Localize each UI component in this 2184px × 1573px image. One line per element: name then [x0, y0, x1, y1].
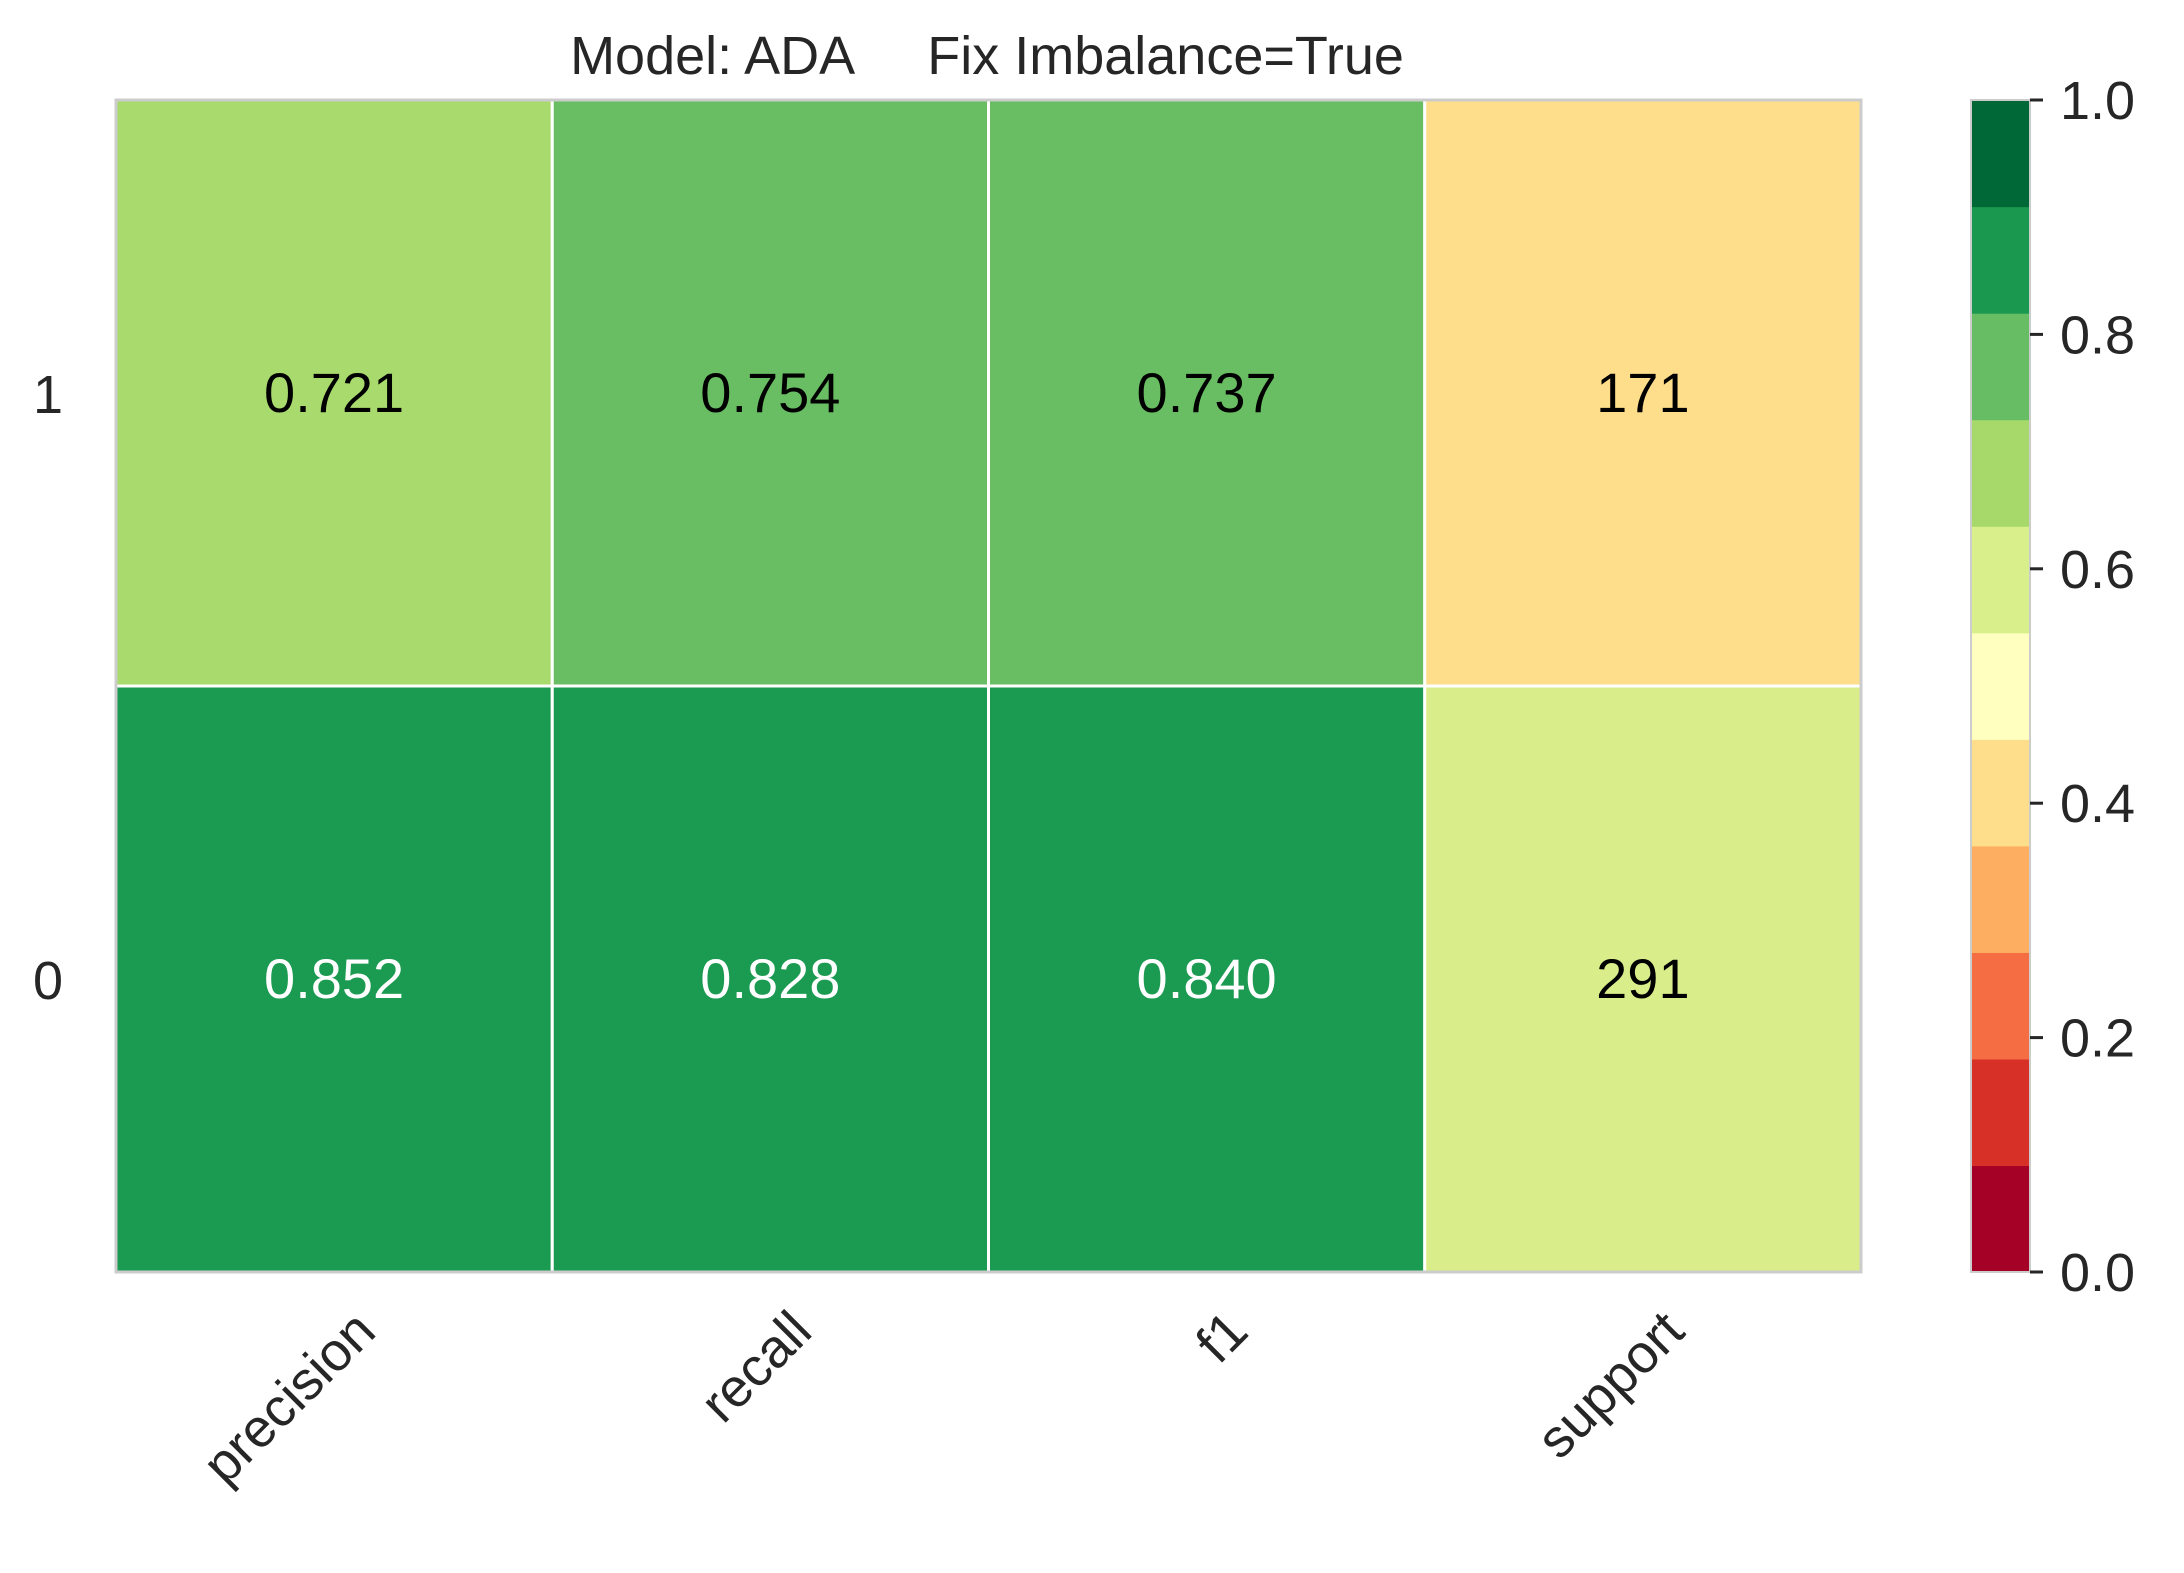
- cell-recall-row-0: [550, 684, 990, 1274]
- cell-label-precision-row-1: 0.721: [264, 361, 404, 424]
- colorbar-segment-7: [1971, 419, 2030, 527]
- x-tick-labels: precision recall f1 support: [191, 1300, 1695, 1495]
- plot-frame: [114, 98, 1863, 1274]
- colorbar-tick-label-4: 0.8: [2060, 305, 2135, 365]
- y-tick-label-1: 1: [33, 365, 63, 425]
- colorbar-tick-label-5: 1.0: [2060, 71, 2135, 131]
- colorbar-tick-label-0: 0.0: [2060, 1243, 2135, 1303]
- colorbar-segment-2: [1971, 952, 2030, 1060]
- colorbar-segment-1: [1971, 1058, 2030, 1167]
- colorbar-segment-10: [1971, 100, 2030, 208]
- heatmap-cells: [114, 98, 1863, 1274]
- colorbar-segment-3: [1971, 845, 2030, 953]
- cell-label-support-row-1: 171: [1596, 361, 1689, 424]
- cell-support-row-1: [1423, 98, 1863, 688]
- cell-label-precision-row-0: 0.852: [264, 947, 404, 1010]
- cell-label-f1-row-0: 0.840: [1137, 947, 1277, 1010]
- colorbar-ticks: 0.0 0.2 0.4 0.6 0.8 1.0: [2030, 71, 2135, 1303]
- cell-support-row-0: [1423, 684, 1863, 1274]
- colorbar-tick-label-3: 0.6: [2060, 540, 2135, 600]
- colorbar-tick-label-1: 0.2: [2060, 1009, 2135, 1069]
- colorbar-segment-5: [1971, 632, 2030, 740]
- x-tick-label-f1: f1: [1185, 1300, 1259, 1374]
- colorbar-tick-label-2: 0.4: [2060, 774, 2135, 834]
- x-tick-label-precision: precision: [191, 1300, 386, 1495]
- cell-label-support-row-0: 291: [1596, 947, 1689, 1010]
- cell-recall-row-1: [550, 98, 990, 688]
- cell-label-recall-row-0: 0.828: [700, 947, 840, 1010]
- x-tick-label-recall: recall: [689, 1300, 823, 1434]
- cell-label-f1-row-1: 0.737: [1137, 361, 1277, 424]
- colorbar-frame: [1970, 99, 2031, 1273]
- colorbar: [1970, 99, 2031, 1273]
- chart-title: Model: ADA Fix Imbalance=True: [570, 26, 1404, 86]
- colorbar-segment-8: [1971, 313, 2030, 421]
- colorbar-segment-4: [1971, 739, 2030, 847]
- y-tick-label-0: 0: [33, 951, 63, 1011]
- colorbar-segment-6: [1971, 526, 2030, 634]
- x-tick-label-support: support: [1526, 1300, 1696, 1470]
- cell-label-recall-row-1: 0.754: [700, 361, 840, 424]
- cell-f1-row-0: [987, 684, 1427, 1274]
- y-tick-labels: 10: [33, 365, 63, 1011]
- colorbar-segment-9: [1971, 206, 2030, 314]
- cell-precision-row-1: [114, 98, 554, 688]
- cell-labels: 0.721 0.754 0.737 171 0.852 0.828 0.840 291: [264, 361, 1690, 1010]
- cell-precision-row-0: [114, 684, 554, 1274]
- colorbar-segment-0: [1971, 1165, 2030, 1273]
